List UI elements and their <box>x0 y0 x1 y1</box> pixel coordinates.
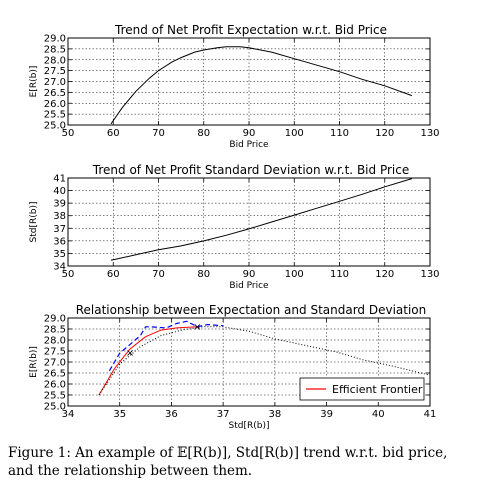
chart3-y-tick-label: 29.0 <box>44 314 66 325</box>
chart2-x-axis-label: Bid Price <box>229 281 269 291</box>
chart3-y-tick-label: 26.0 <box>44 380 66 391</box>
chart2-y-tick-label: 40 <box>53 186 66 197</box>
chart2-x-tick-label: 90 <box>243 269 256 280</box>
chart2-x-tick-label: 100 <box>285 269 304 280</box>
chart2-y-tick-label: 41 <box>53 174 66 185</box>
chart3-x-tick-label: 34 <box>62 409 75 420</box>
chart1-x-tick-label: 120 <box>375 128 394 139</box>
chart2-x-tick-label: 60 <box>107 269 120 280</box>
chart2-y-axis-label: Std[R(b)] <box>29 202 39 243</box>
chart3-marker: × <box>193 322 201 333</box>
chart3-x-tick-label: 35 <box>113 409 126 420</box>
chart1-y-tick-label: 25.5 <box>44 110 66 121</box>
chart1-x-tick-label: 80 <box>197 128 210 139</box>
chart1-x-axis-label: Bid Price <box>229 140 269 150</box>
chart2-y-tick-label: 37 <box>53 224 66 235</box>
chart1-x-tick-label: 100 <box>285 128 304 139</box>
chart1-x-tick-label: 70 <box>152 128 165 139</box>
figure-caption: Figure 1: An example of 𝔼[R(b)], Std[R(b… <box>8 445 448 479</box>
chart3-title: Relationship between Expectation and Sta… <box>76 303 427 317</box>
chart2-y-tick-label: 39 <box>53 199 66 210</box>
figure: Trend of Net Profit Expectation w.r.t. B… <box>29 23 440 431</box>
chart1-x-tick-label: 50 <box>62 128 75 139</box>
chart1-title: Trend of Net Profit Expectation w.r.t. B… <box>114 23 387 37</box>
chart1-y-tick-label: 29.0 <box>44 34 66 45</box>
chart3-y-tick-label: 25.5 <box>44 391 66 402</box>
chart3-x-axis-label: Std[R(b)] <box>229 421 270 431</box>
chart2-x-tick-label: 120 <box>375 269 394 280</box>
chart1-x-tick-label: 130 <box>420 128 439 139</box>
chart3-legend-box <box>299 377 425 401</box>
chart3-marker: × <box>126 348 134 359</box>
chart3-y-axis-label: E[R(b)] <box>29 346 39 378</box>
chart1-y-tick-label: 27.0 <box>44 77 66 88</box>
chart2-x-tick-label: 70 <box>152 269 165 280</box>
chart3-x-tick-label: 39 <box>320 409 333 420</box>
chart3-x-tick-label: 38 <box>268 409 281 420</box>
chart3-y-tick-label: 25.0 <box>44 402 66 413</box>
chart3-y-tick-label: 27.5 <box>44 347 66 358</box>
chart1-y-tick-label: 28.5 <box>44 44 66 55</box>
chart2-y-tick-label: 38 <box>53 211 66 222</box>
chart3-x-tick-label: 40 <box>372 409 385 420</box>
chart3-y-tick-label: 27.0 <box>44 358 66 369</box>
chart2-y-tick-label: 34 <box>53 262 66 273</box>
chart2-x-tick-label: 130 <box>420 269 439 280</box>
chart3-series-line-1 <box>98 326 198 396</box>
chart2-title: Trend of Net Profit Standard Deviation w… <box>92 163 409 177</box>
chart1-x-tick-label: 90 <box>243 128 256 139</box>
chart2-y-tick-label: 36 <box>53 236 66 247</box>
chart3-x-tick-label: 37 <box>217 409 230 420</box>
chart2-plot-frame <box>67 177 431 267</box>
chart1-y-axis-label: E[R(b)] <box>29 66 39 98</box>
chart2-x-tick-label: 50 <box>62 269 75 280</box>
chart3-x-tick-label: 36 <box>165 409 178 420</box>
chart1-y-tick-label: 26.5 <box>44 88 66 99</box>
chart3-legend-label: Efficient Frontier <box>332 383 423 396</box>
chart2-y-tick-label: 35 <box>53 249 66 260</box>
chart1-y-tick-label: 28.0 <box>44 55 66 66</box>
chart1-y-tick-label: 26.0 <box>44 99 66 110</box>
chart3-y-tick-label: 28.0 <box>44 336 66 347</box>
chart3-y-tick-label: 26.5 <box>44 369 66 380</box>
chart2-x-tick-label: 110 <box>330 269 349 280</box>
chart3-series-line-3 <box>108 320 224 372</box>
chart1-x-tick-label: 60 <box>107 128 120 139</box>
chart2-x-tick-label: 80 <box>197 269 210 280</box>
chart1-y-tick-label: 27.5 <box>44 66 66 77</box>
chart1-x-tick-label: 110 <box>330 128 349 139</box>
chart3-y-tick-label: 28.5 <box>44 325 66 336</box>
chart3-x-tick-label: 41 <box>424 409 437 420</box>
chart2-series-line-1 <box>110 178 413 261</box>
chart1-y-tick-label: 25.0 <box>44 121 66 132</box>
chart1-plot-frame <box>67 37 431 126</box>
chart3-plot-frame <box>67 317 431 407</box>
chart1-series-line-1 <box>110 46 413 125</box>
